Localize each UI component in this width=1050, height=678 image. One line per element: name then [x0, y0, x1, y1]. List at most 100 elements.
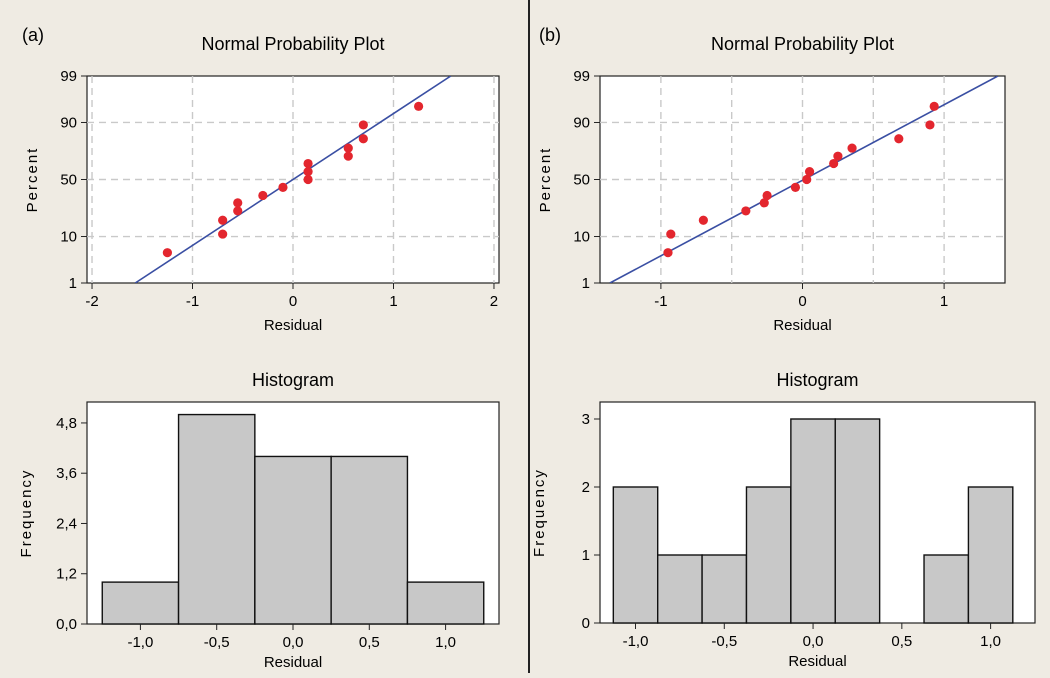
x-tick-label: 1,0 [435, 634, 456, 651]
data-point [698, 215, 708, 225]
y-tick-label: 0 [582, 615, 590, 632]
y-tick-label: 1 [69, 275, 77, 292]
data-point [790, 182, 801, 192]
x-tick-label: 2 [490, 293, 498, 310]
x-tick-label: -0,5 [204, 634, 230, 651]
data-point [741, 206, 751, 216]
x-tick-label: 1,0 [980, 633, 1001, 650]
histogram-bar [101, 581, 180, 625]
y-tick-label: 0,0 [56, 616, 77, 633]
y-tick-label: 3 [582, 411, 590, 428]
y-tick-label: 2 [582, 479, 590, 496]
data-point [343, 151, 353, 161]
x-tick-label: -0,5 [711, 633, 737, 650]
histogram-bar [254, 455, 332, 625]
x-tick-label: 1 [940, 293, 948, 310]
x-tick-label: 0,5 [359, 634, 380, 651]
chart-title: Histogram [776, 370, 858, 390]
x-axis-label: Residual [788, 653, 846, 670]
y-axis-label: Frequency [531, 468, 548, 557]
chart-title: Normal Probability Plot [201, 34, 384, 54]
y-axis-label: Percent [537, 147, 554, 213]
histogram: -1,0 -0,5 0,0 0,5 1,0 0,0 1,2 2,4 3,6 4,8 Histogra… [18, 370, 500, 671]
y-tick-label: 90 [573, 114, 590, 131]
data-point [847, 143, 857, 153]
data-point [258, 190, 268, 201]
data-point [233, 206, 243, 216]
data-point [358, 134, 368, 144]
y-tick-label: 1 [582, 275, 590, 292]
y-axis-label: Percent [24, 147, 41, 213]
x-tick-label: 0,5 [891, 633, 912, 650]
y-tick-label: 3,6 [56, 465, 77, 482]
data-point [804, 167, 815, 177]
data-point [218, 229, 228, 239]
histogram-bar [745, 486, 792, 624]
y-tick-label: 50 [60, 172, 77, 189]
data-point [218, 215, 228, 225]
x-axis-label: Residual [264, 654, 322, 671]
x-tick-label: -1,0 [127, 634, 153, 651]
y-tick-label: 10 [60, 229, 77, 246]
data-point [414, 101, 424, 111]
x-axis-label: Residual [773, 317, 831, 334]
panel-label-a: (a) [22, 25, 44, 45]
x-tick-label: -1,0 [623, 633, 649, 650]
histogram-bar [790, 418, 836, 624]
data-point [925, 120, 935, 130]
chart-title: Histogram [252, 370, 334, 390]
data-point [666, 229, 676, 239]
y-tick-label: 1 [582, 547, 590, 564]
histogram-bar [967, 486, 1014, 624]
data-point [894, 134, 904, 144]
data-point [829, 158, 839, 169]
data-point [358, 120, 368, 130]
data-point [759, 198, 769, 208]
x-tick-label: -1 [186, 293, 199, 310]
chart-title: Normal Probability Plot [711, 34, 894, 54]
x-tick-label: 0 [798, 293, 806, 310]
y-tick-label: 90 [60, 114, 77, 131]
histogram-bar [657, 554, 703, 624]
x-tick-label: -1 [654, 293, 667, 310]
probability-plot: -2 -1 0 1 2 1 10 50 90 99 Normal Probability Plot R… [24, 34, 500, 334]
y-tick-label: 99 [60, 68, 77, 85]
data-point [233, 198, 243, 208]
histogram-bar [834, 418, 881, 624]
x-tick-label: -2 [85, 293, 98, 310]
histogram-bar [701, 554, 748, 624]
data-point [343, 143, 353, 153]
data-point [833, 151, 843, 161]
histogram-bar [177, 413, 256, 625]
data-point [303, 167, 313, 177]
data-point [762, 190, 772, 201]
y-tick-label: 2,4 [56, 515, 77, 532]
probability-plot: -1 0 1 1 10 50 90 99 Normal Probability Plot Resi… [537, 34, 1006, 334]
data-point [278, 182, 288, 192]
data-point [802, 174, 812, 185]
x-tick-label: 1 [389, 293, 397, 310]
x-tick-label: 0,0 [803, 633, 824, 650]
x-axis-label: Residual [264, 317, 322, 334]
data-point [162, 248, 172, 258]
x-tick-label: 0 [289, 293, 297, 310]
y-tick-label: 99 [573, 68, 590, 85]
y-axis-label: Frequency [18, 469, 35, 558]
panel-label-b: (b) [539, 25, 561, 45]
data-point [663, 248, 673, 258]
histogram-bar [406, 581, 485, 625]
y-tick-label: 1,2 [56, 566, 77, 583]
x-tick-label: 0,0 [283, 634, 304, 651]
y-tick-label: 10 [573, 229, 590, 246]
histogram-bar [612, 486, 659, 624]
y-tick-label: 4,8 [56, 415, 77, 432]
histogram-bar [923, 554, 970, 624]
fitted-line [134, 76, 452, 283]
data-point [303, 174, 313, 185]
data-point [303, 158, 313, 169]
histogram-bar [330, 455, 409, 625]
y-tick-label: 50 [573, 172, 590, 189]
data-point [929, 101, 939, 111]
